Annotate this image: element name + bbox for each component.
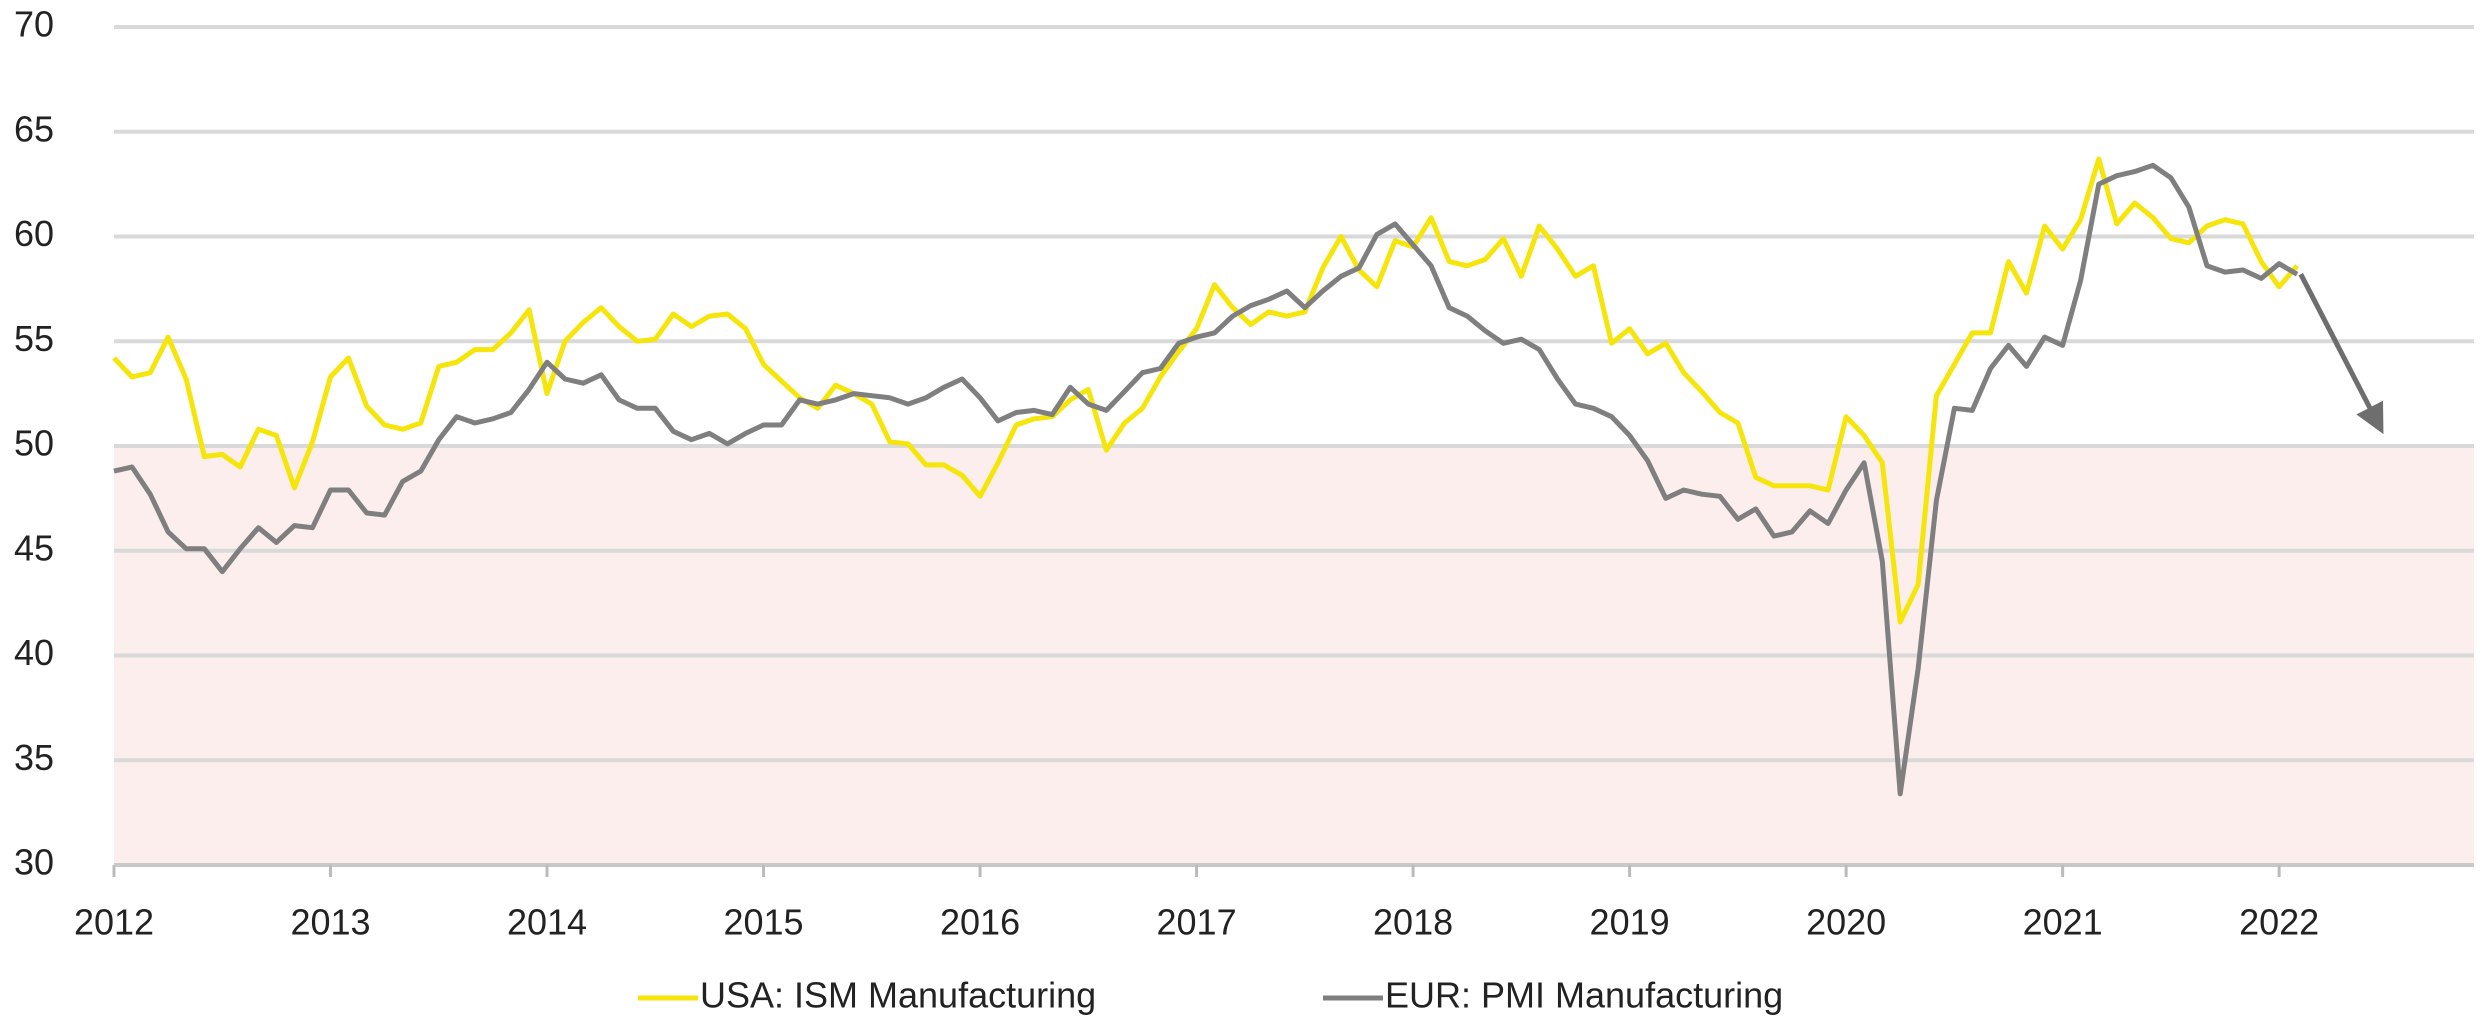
x-tick-label: 2012 [74,902,154,943]
x-tick-label: 2019 [1590,902,1670,943]
y-tick-label: 40 [14,632,54,673]
trend-arrow [2298,273,2384,435]
x-tick-label: 2014 [507,902,587,943]
x-tick-label: 2020 [1806,902,1886,943]
series-line [112,156,2299,625]
legend-label: USA: ISM Manufacturing [700,975,1096,1016]
x-tick-label: 2021 [2023,902,2103,943]
x-tick-label: 2015 [723,902,803,943]
y-tick-label: 35 [14,737,54,778]
y-tick-label: 50 [14,423,54,464]
y-tick-label: 55 [14,318,54,359]
series-line [113,162,2299,797]
legend-label: EUR: PMI Manufacturing [1385,975,1783,1016]
x-tick-label: 2013 [290,902,370,943]
y-tick-label: 65 [14,108,54,149]
y-tick-label: 30 [14,842,54,883]
x-tick-label: 2022 [2239,902,2319,943]
y-tick-label: 70 [14,4,54,45]
y-tick-label: 60 [14,213,54,254]
x-tick-label: 2018 [1373,902,1453,943]
x-tick-label: 2016 [940,902,1020,943]
y-tick-label: 45 [14,527,54,568]
x-tick-label: 2017 [1157,902,1237,943]
